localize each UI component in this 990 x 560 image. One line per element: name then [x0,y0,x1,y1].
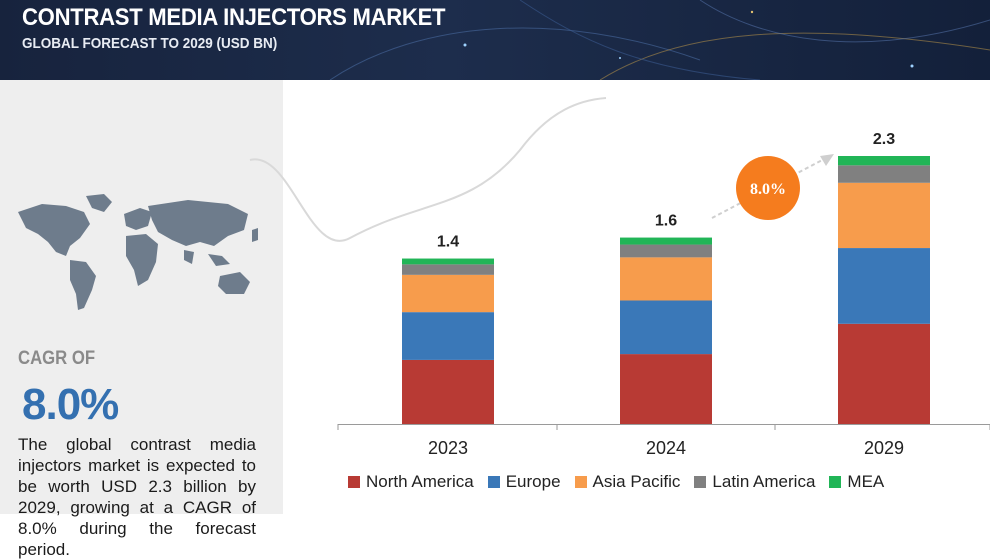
bar-segment-north-america-2029 [838,323,930,424]
bar-segment-mea-2024 [620,237,712,245]
page-subtitle: GLOBAL FORECAST TO 2029 (USD BN) [22,35,278,52]
x-tick-label-2023: 2023 [428,438,468,458]
legend-item-europe: Europe [487,472,561,492]
bar-segment-europe-2023 [402,312,494,360]
bar-segment-latin-america-2023 [402,264,494,275]
legend-label: Europe [505,472,561,491]
x-tick-label-2024: 2024 [646,438,686,458]
bar-segment-mea-2023 [402,258,494,265]
total-label-2024: 1.6 [655,213,677,230]
total-label-2029: 2.3 [873,131,895,148]
x-tick-label-2029: 2029 [864,438,904,458]
bar-segment-north-america-2023 [402,359,494,424]
total-label-2023: 1.4 [437,234,459,251]
bar-segment-asia-pacific-2023 [402,274,494,313]
legend-swatch [487,476,500,488]
legend-item-north-america: North America [348,472,474,492]
bar-segment-mea-2029 [838,156,930,166]
legend-label: Latin America [712,472,816,491]
bar-segment-asia-pacific-2024 [620,257,712,301]
cagr-value: 8.0% [22,380,119,429]
summary-panel: CAGR OF 8.0% The global contrast media i… [0,80,283,559]
bar-segment-latin-america-2029 [838,165,930,183]
legend-swatch [348,476,360,488]
cagr-badge-label: 8.0% [750,181,786,198]
bar-segment-asia-pacific-2029 [838,182,930,249]
legend-label: North America [366,472,474,491]
legend-swatch [574,476,587,488]
bar-segment-europe-2024 [620,300,712,355]
chart-legend: North America Europe Asia Pacific Latin Ame… [348,470,948,494]
world-map-icon [18,194,258,310]
bar-segment-latin-america-2024 [620,244,712,258]
legend-item-latin-america: Latin America [694,472,815,492]
page-title: CONTRAST MEDIA INJECTORS MARKET [22,4,446,31]
bar-segment-north-america-2024 [620,354,712,424]
legend-item-asia-pacific: Asia Pacific [574,472,681,492]
bar-segment-europe-2029 [838,248,930,324]
decorative-swoosh [249,97,607,242]
growth-arrow-head [820,154,834,166]
legend-label: MEA [847,472,885,491]
legend-swatch [829,476,842,488]
legend-item-mea: MEA [829,472,884,492]
banner-decoration [329,0,990,80]
legend-swatch [694,476,707,488]
legend-label: Asia Pacific [592,472,681,491]
stacked-bar-chart: 1.4 2023 1.6 2024 2.3 2029 8.0% [249,97,990,458]
cagr-label: CAGR OF [18,348,96,369]
header-banner: CONTRAST MEDIA INJECTORS MARKET GLOBAL F… [0,0,990,80]
cagr-badge [736,156,800,220]
